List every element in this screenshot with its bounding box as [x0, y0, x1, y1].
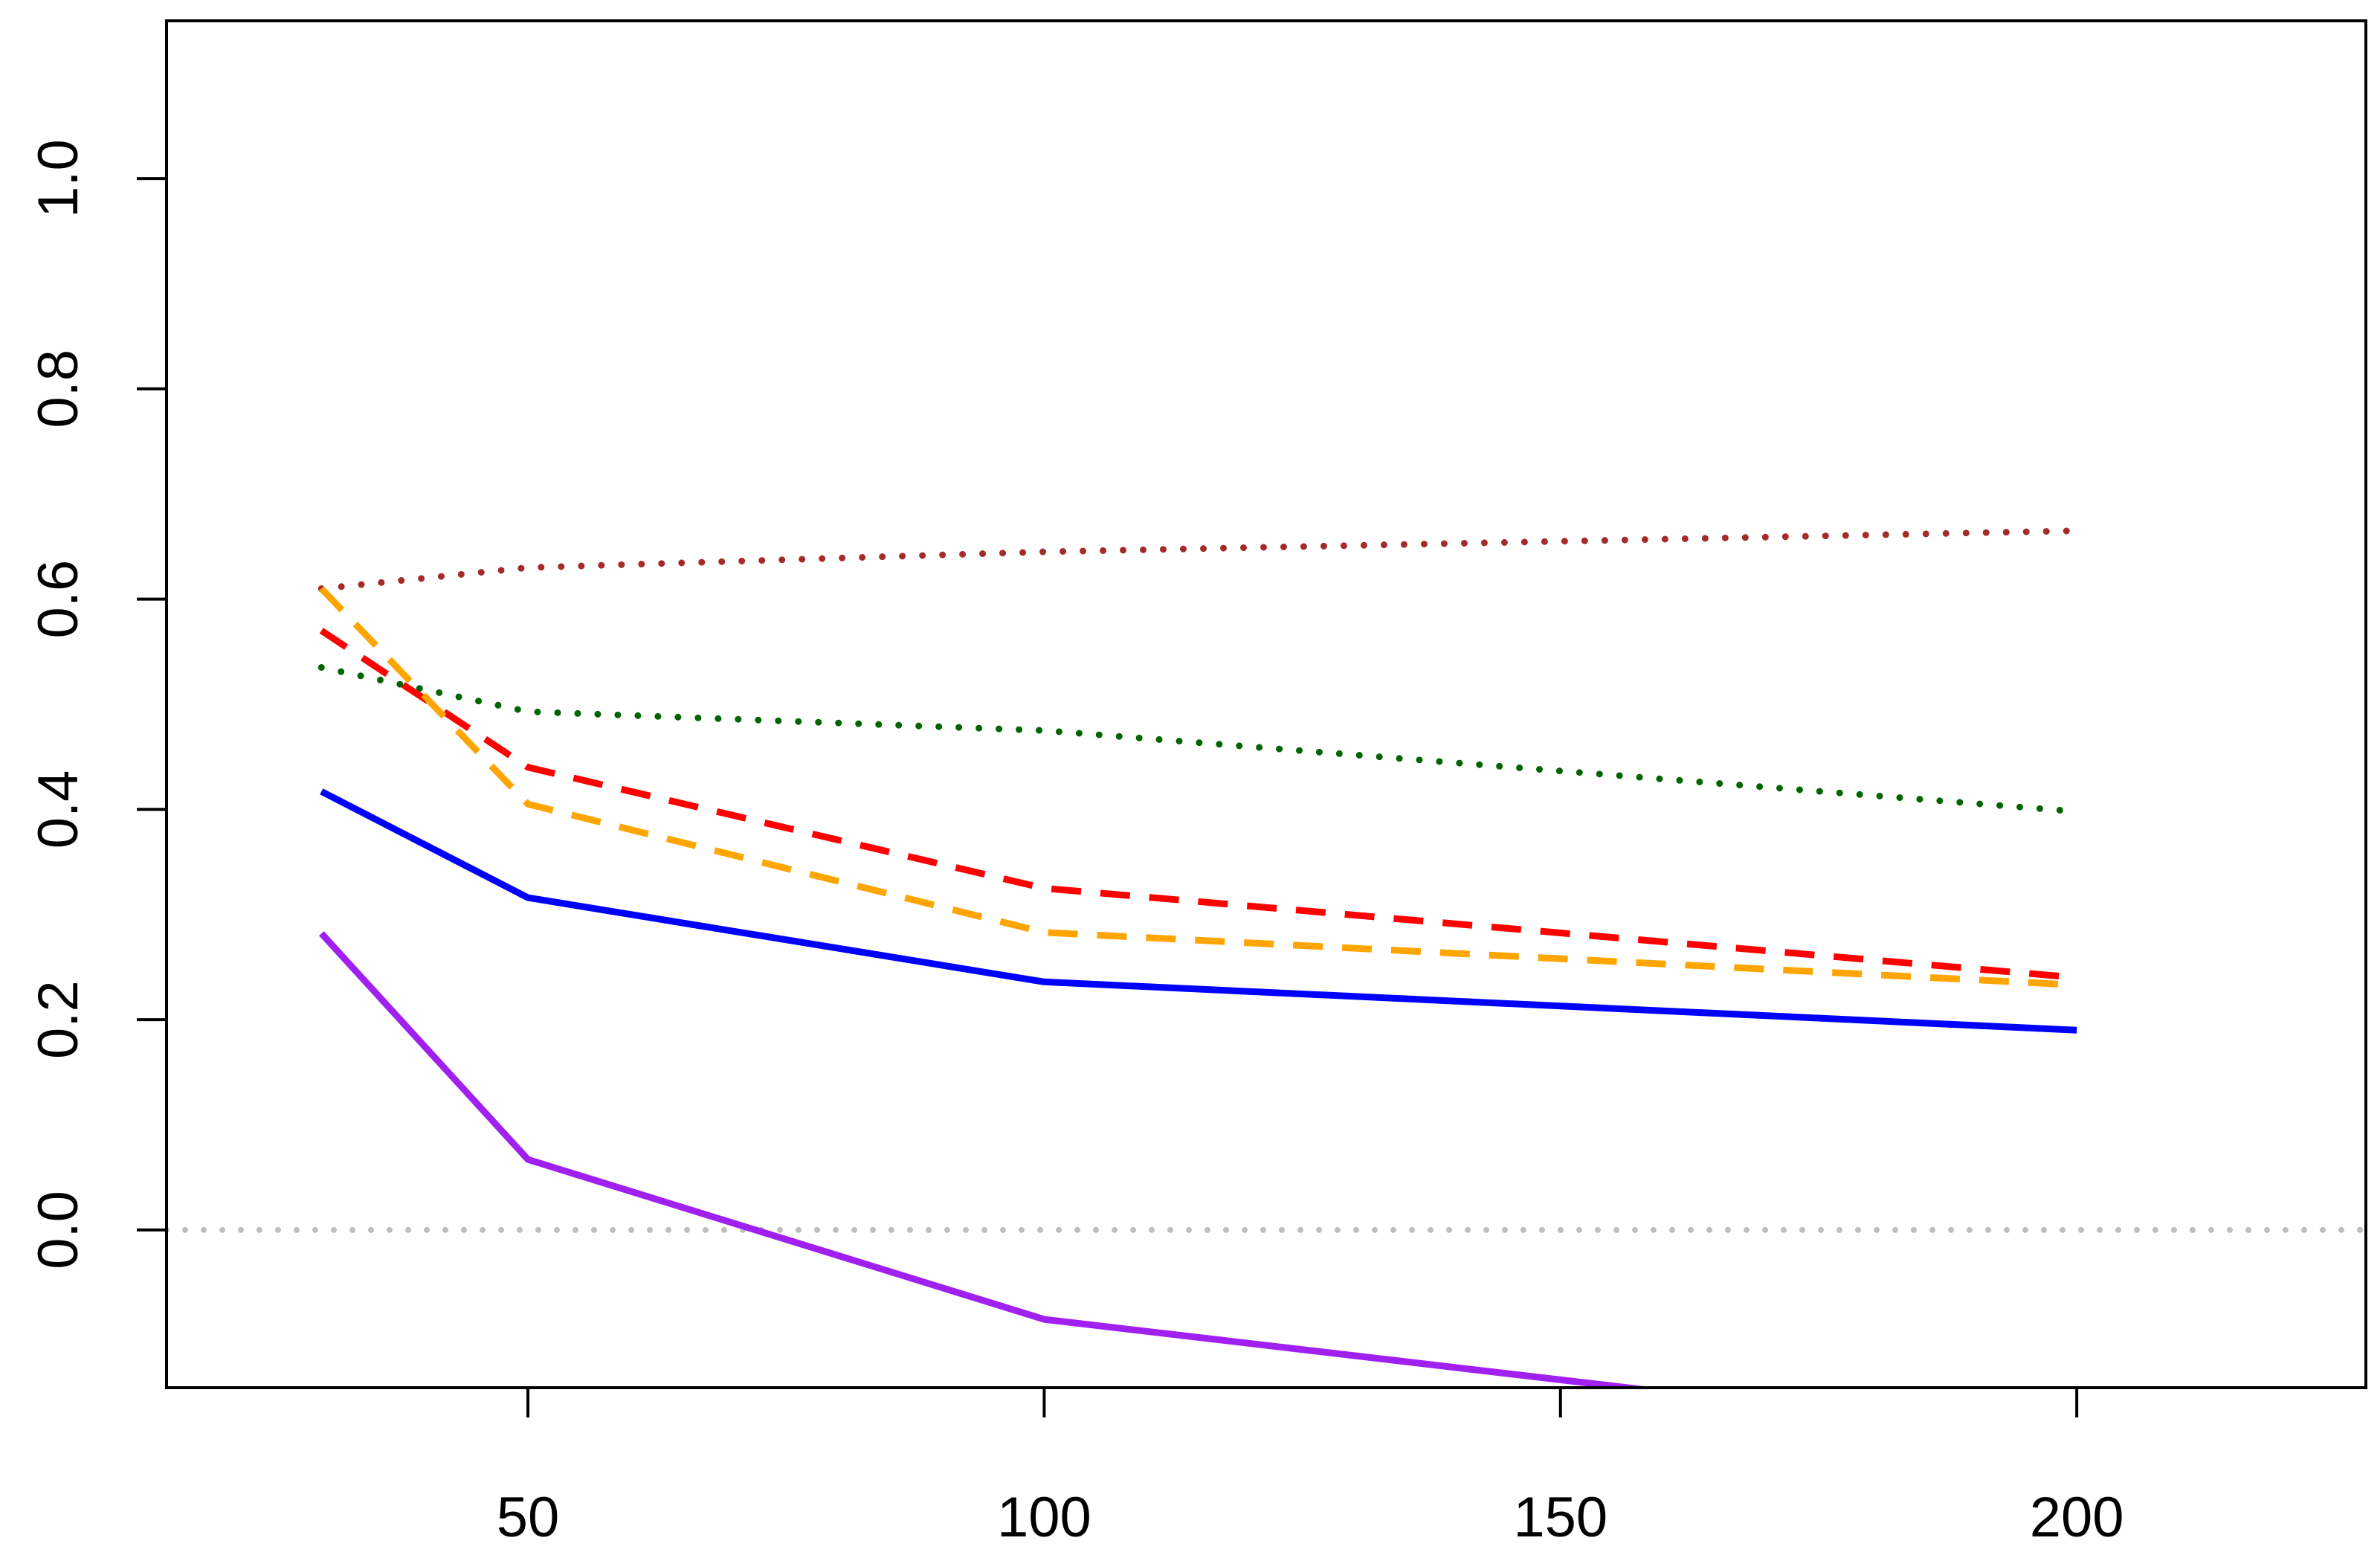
- x-axis: 50 100 150 200: [497, 1386, 2124, 1549]
- series-line-red-dashed: [319, 628, 2077, 982]
- series-line-blue-solid: [320, 788, 2077, 1034]
- y-tick-label: 0.4: [27, 770, 90, 849]
- y-tick-label: 1.0: [27, 139, 90, 218]
- series-layer: [317, 527, 2080, 1388]
- series-line-purple-solid: [318, 931, 1657, 1388]
- x-tick-label: 200: [2030, 1486, 2124, 1549]
- x-tick-label: 100: [997, 1486, 1091, 1549]
- y-tick-label: 0.2: [27, 980, 90, 1059]
- series-line-green-dotted: [317, 664, 2080, 815]
- y-axis: 0.0 0.2 0.4 0.6 0.8 1.0: [27, 139, 168, 1269]
- x-tick-label: 150: [1513, 1486, 1607, 1549]
- y-tick-label: 0.0: [27, 1191, 90, 1269]
- y-tick-label: 0.8: [27, 350, 90, 428]
- series-line-brown-dotted: [317, 527, 2080, 592]
- series-line-orange-dashed: [319, 586, 2077, 988]
- y-tick-label: 0.6: [27, 560, 90, 639]
- x-tick-label: 50: [497, 1486, 560, 1549]
